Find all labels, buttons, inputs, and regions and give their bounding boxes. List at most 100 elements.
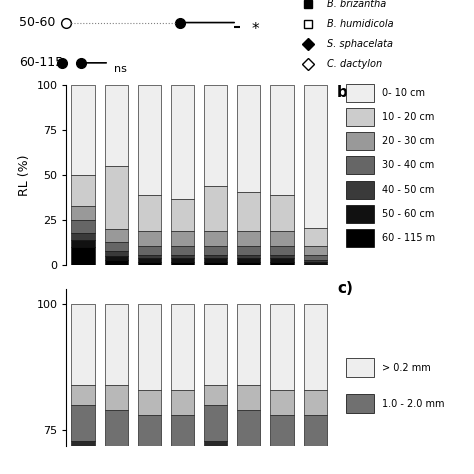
Bar <box>104 85 128 166</box>
Bar <box>304 228 327 246</box>
Bar <box>71 85 94 175</box>
Bar <box>71 233 94 240</box>
Bar <box>71 440 94 474</box>
Bar <box>71 220 94 233</box>
Bar <box>71 206 94 220</box>
Bar <box>104 229 128 242</box>
Bar <box>137 85 161 195</box>
Text: C. dactylon: C. dactylon <box>327 59 382 70</box>
Bar <box>204 246 228 255</box>
Bar <box>204 262 228 265</box>
Bar <box>71 175 94 206</box>
Bar <box>104 446 128 474</box>
Bar <box>171 456 194 474</box>
Bar <box>137 415 161 456</box>
Bar <box>304 260 327 262</box>
Bar <box>171 199 194 231</box>
Bar <box>270 258 294 262</box>
Bar <box>304 255 327 260</box>
Bar <box>137 231 161 246</box>
Bar <box>270 456 294 474</box>
Bar <box>171 258 194 262</box>
Text: 60 - 115 m: 60 - 115 m <box>382 233 435 244</box>
Bar <box>137 456 161 474</box>
Bar <box>171 85 194 199</box>
Bar <box>237 246 261 255</box>
Text: 50-60: 50-60 <box>19 16 55 29</box>
Bar <box>171 255 194 258</box>
Bar <box>137 390 161 415</box>
Bar <box>204 405 228 440</box>
Text: 40 - 50 cm: 40 - 50 cm <box>382 185 434 195</box>
Bar <box>71 385 94 405</box>
Bar <box>346 358 374 377</box>
Text: 1.0 - 2.0 mm: 1.0 - 2.0 mm <box>382 399 444 409</box>
Bar <box>237 85 261 191</box>
Bar <box>304 390 327 415</box>
Text: > 0.2 mm: > 0.2 mm <box>382 363 430 373</box>
Y-axis label: RL (%): RL (%) <box>18 155 31 196</box>
Bar <box>237 262 261 265</box>
Bar <box>270 246 294 255</box>
Bar <box>237 258 261 262</box>
Bar <box>346 394 374 413</box>
Bar <box>104 260 128 265</box>
Bar <box>71 304 94 385</box>
Bar <box>270 415 294 456</box>
Bar <box>171 231 194 246</box>
Bar <box>304 415 327 456</box>
Bar <box>304 456 327 474</box>
Bar <box>237 410 261 446</box>
Bar <box>237 255 261 258</box>
Text: 50 - 60 cm: 50 - 60 cm <box>382 209 434 219</box>
Bar <box>104 166 128 229</box>
Bar <box>104 385 128 410</box>
Bar <box>71 405 94 440</box>
Bar <box>346 229 374 247</box>
Text: B. humidicola: B. humidicola <box>327 19 394 29</box>
Bar <box>237 304 261 385</box>
Bar <box>204 85 228 186</box>
Bar <box>137 195 161 231</box>
Text: S. sphacelata: S. sphacelata <box>327 39 393 49</box>
Bar <box>171 415 194 456</box>
Bar <box>71 247 94 265</box>
Bar <box>237 385 261 410</box>
Bar <box>104 410 128 446</box>
Text: b): b) <box>337 85 355 100</box>
Bar <box>137 304 161 390</box>
Bar <box>270 304 294 390</box>
Bar <box>346 181 374 199</box>
Bar <box>137 255 161 258</box>
Bar <box>270 195 294 231</box>
Bar <box>171 262 194 265</box>
Text: B. brizantha: B. brizantha <box>327 0 386 9</box>
Bar <box>346 156 374 174</box>
Bar <box>270 231 294 246</box>
Bar <box>237 231 261 246</box>
Bar <box>204 255 228 258</box>
Bar <box>104 304 128 385</box>
Text: 60-115: 60-115 <box>19 56 63 69</box>
Bar <box>137 258 161 262</box>
Bar <box>171 246 194 255</box>
Bar <box>204 258 228 262</box>
Bar <box>304 85 327 228</box>
Bar <box>237 446 261 474</box>
Bar <box>304 262 327 264</box>
Bar <box>270 255 294 258</box>
Bar <box>171 390 194 415</box>
Text: ns: ns <box>114 64 127 74</box>
Bar <box>137 262 161 265</box>
Bar <box>204 385 228 405</box>
Bar <box>71 240 94 247</box>
Bar <box>270 262 294 265</box>
Bar <box>104 251 128 256</box>
Bar <box>270 85 294 195</box>
Bar <box>304 264 327 265</box>
Bar <box>270 390 294 415</box>
Text: c): c) <box>337 282 353 296</box>
Bar <box>304 304 327 390</box>
Text: 10 - 20 cm: 10 - 20 cm <box>382 112 434 122</box>
Bar <box>346 108 374 126</box>
